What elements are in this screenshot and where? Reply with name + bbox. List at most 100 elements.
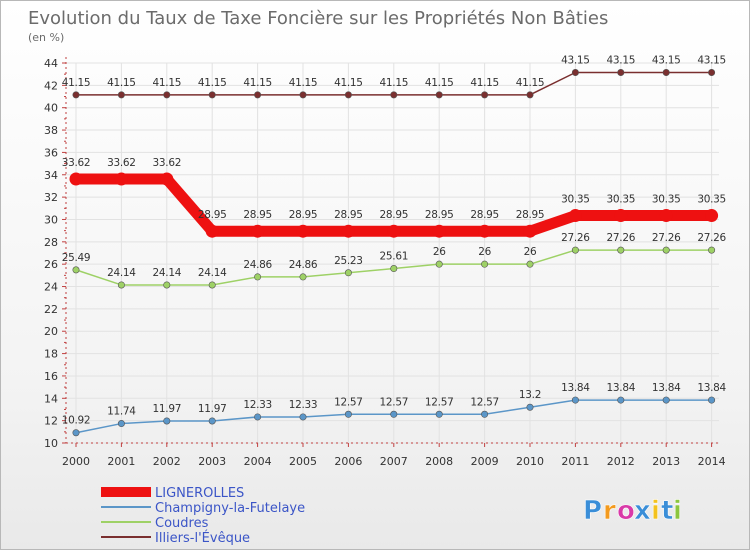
- legend: LIGNEROLLESChampigny-la-FutelayeCoudresI…: [101, 486, 305, 546]
- data-label: 12.33: [243, 399, 272, 411]
- data-label: 28.95: [198, 209, 227, 221]
- data-point: [205, 224, 219, 238]
- data-label: 12.57: [425, 396, 454, 408]
- data-point: [614, 209, 628, 223]
- data-point: [526, 403, 534, 411]
- data-point: [72, 91, 80, 99]
- logo-letter: P: [583, 496, 602, 526]
- data-label: 28.95: [243, 209, 272, 221]
- data-label: 12.33: [289, 399, 318, 411]
- logo-letter: r: [603, 496, 616, 526]
- data-point: [69, 172, 83, 186]
- data-point: [568, 209, 582, 223]
- data-label: 25.23: [334, 255, 363, 267]
- data-label: 28.95: [516, 209, 545, 221]
- data-label: 43.15: [607, 55, 636, 67]
- data-label: 41.15: [289, 77, 318, 89]
- data-point: [390, 265, 398, 273]
- data-point: [617, 69, 625, 77]
- data-label: 24.14: [198, 267, 227, 279]
- data-label: 27.26: [652, 232, 681, 244]
- x-tick-label: 2008: [425, 455, 453, 468]
- y-tick-label: 16: [44, 370, 58, 383]
- data-point: [481, 260, 489, 268]
- data-label: 11.74: [107, 406, 136, 418]
- data-point: [117, 281, 125, 289]
- data-point: [481, 91, 489, 99]
- legend-label-2: Coudres: [155, 516, 209, 531]
- data-point: [617, 246, 625, 254]
- data-label: 28.95: [334, 209, 363, 221]
- data-point: [571, 246, 579, 254]
- data-point: [254, 91, 262, 99]
- data-label: 12.57: [380, 396, 409, 408]
- y-tick-label: 24: [44, 281, 58, 294]
- data-point: [117, 420, 125, 428]
- data-point: [435, 410, 443, 418]
- y-axis-ticks: 10 12 14 16 18 20 22 24 26 28 30 32 34 36 38 40 42 44: [44, 57, 66, 450]
- data-point: [708, 246, 716, 254]
- y-tick-label: 10: [44, 437, 58, 450]
- data-label: 13.84: [561, 382, 590, 394]
- y-tick-label: 12: [44, 415, 58, 428]
- data-point: [299, 273, 307, 281]
- y-tick-label: 20: [44, 325, 58, 338]
- data-point: [163, 91, 171, 99]
- data-label: 13.2: [519, 389, 541, 401]
- legend-label-3: Illiers-l'Évêque: [155, 530, 250, 546]
- data-label: 10.92: [62, 415, 91, 427]
- data-point: [344, 410, 352, 418]
- data-label: 12.57: [334, 396, 363, 408]
- data-label: 41.15: [107, 77, 136, 89]
- x-tick-label: 2002: [153, 455, 181, 468]
- data-label: 11.97: [153, 403, 182, 415]
- x-tick-label: 2010: [516, 455, 544, 468]
- data-point: [432, 224, 446, 238]
- data-point: [708, 396, 716, 404]
- data-point: [163, 281, 171, 289]
- data-label: 28.95: [380, 209, 409, 221]
- data-labels: 41.15 41.15 41.15 41.15 41.15 41.15 41.15 41.15…: [62, 55, 727, 427]
- data-label: 28.95: [470, 209, 499, 221]
- legend-label-1: Champigny-la-Futelaye: [155, 501, 305, 516]
- y-tick-label: 14: [44, 392, 58, 405]
- data-label: 24.14: [107, 267, 136, 279]
- data-point: [523, 224, 537, 238]
- x-tick-label: 2011: [561, 455, 589, 468]
- data-label: 41.15: [425, 77, 454, 89]
- y-tick-label: 26: [44, 258, 58, 271]
- data-point: [390, 410, 398, 418]
- y-tick-label: 34: [44, 169, 58, 182]
- axes: [65, 57, 719, 444]
- data-label: 41.15: [153, 77, 182, 89]
- data-point: [390, 91, 398, 99]
- y-tick-label: 30: [44, 213, 58, 226]
- data-label: 24.86: [243, 259, 272, 271]
- y-tick-label: 38: [44, 124, 58, 137]
- x-tick-label: 2003: [198, 455, 226, 468]
- logo-letter: o: [617, 496, 635, 526]
- data-label: 13.84: [697, 382, 726, 394]
- data-label: 43.15: [652, 55, 681, 67]
- chart-title: Evolution du Taux de Taxe Foncière sur l…: [28, 8, 608, 29]
- data-label: 41.15: [470, 77, 499, 89]
- data-label: 41.15: [62, 77, 91, 89]
- data-point: [254, 413, 262, 421]
- data-label: 30.35: [697, 194, 726, 206]
- data-point: [208, 417, 216, 425]
- data-label: 41.15: [516, 77, 545, 89]
- y-tick-label: 44: [44, 57, 58, 70]
- data-point: [344, 269, 352, 277]
- data-point: [387, 224, 401, 238]
- data-point: [435, 260, 443, 268]
- y-tick-label: 22: [44, 303, 58, 316]
- data-point: [341, 224, 355, 238]
- data-point: [662, 69, 670, 77]
- data-point: [435, 91, 443, 99]
- data-point: [478, 224, 492, 238]
- logo-letter: i: [673, 496, 682, 526]
- data-label: 33.62: [107, 157, 136, 169]
